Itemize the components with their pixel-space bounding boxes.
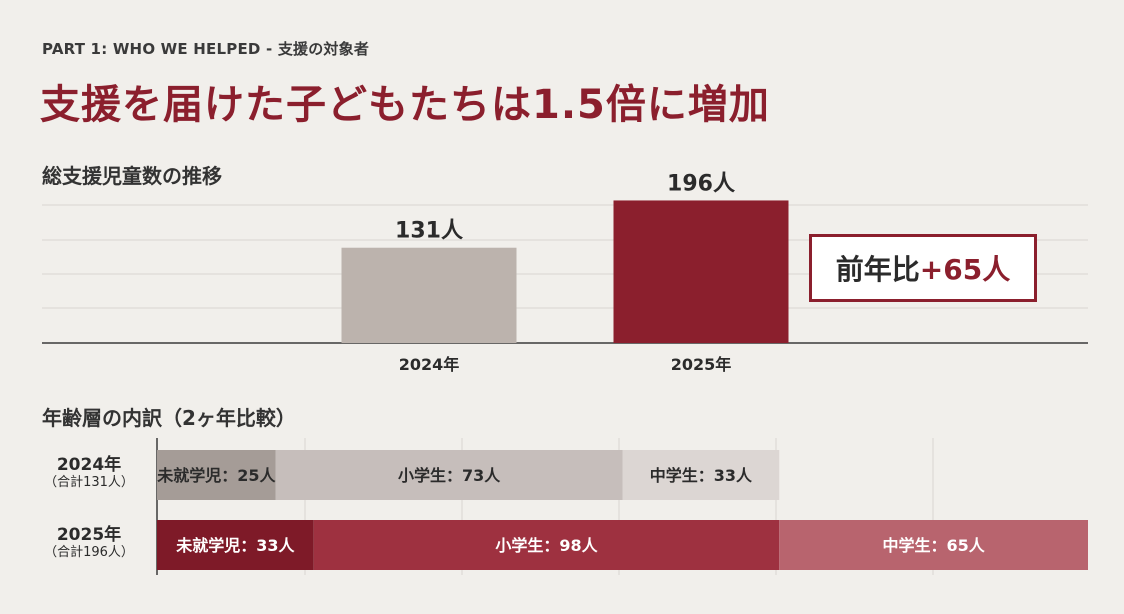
- row-label-2024: 2024年 （合計131人）: [30, 455, 148, 491]
- segment-label: 中学生：65人: [882, 536, 985, 555]
- x-tick-label: 2025年: [671, 355, 732, 374]
- row-label-year: 2024年: [56, 455, 122, 475]
- x-tick-label: 2024年: [399, 355, 460, 374]
- segment-label: 未就学児：33人: [175, 536, 295, 555]
- segment-中学生-2025年: [779, 520, 1088, 570]
- segment-label: 小学生：98人: [495, 536, 598, 555]
- segment-小学生-2024年: [275, 450, 623, 500]
- bar-value-label: 196人: [667, 171, 735, 196]
- row-label-total: （合計196人）: [44, 545, 134, 561]
- row-label-2025: 2025年 （合計196人）: [30, 525, 148, 561]
- row-label-year: 2025年: [56, 525, 122, 545]
- segment-中学生-2024年: [622, 450, 780, 500]
- page-title: 支援を届けた子どもたちは1.5倍に増加: [40, 82, 770, 128]
- yoy-badge: 前年比 +65人: [809, 234, 1037, 302]
- segment-小学生-2025年: [313, 520, 780, 570]
- yoy-prefix: 前年比: [835, 253, 920, 286]
- segment-未就学児-2024年: [157, 450, 276, 500]
- breakdown-chart-title: 年齢層の内訳（2ヶ年比較）: [42, 406, 296, 430]
- bar-2025年: [613, 200, 789, 343]
- segment-未就学児-2025年: [157, 520, 314, 570]
- yoy-value: +65人: [919, 253, 1011, 286]
- row-label-total: （合計131人）: [44, 475, 134, 491]
- bar-value-label: 131人: [395, 219, 463, 244]
- segment-label: 未就学児：25人: [156, 466, 276, 485]
- segment-label: 中学生：33人: [650, 466, 753, 485]
- bar-2024年: [341, 247, 517, 343]
- segment-label: 小学生：73人: [398, 466, 501, 485]
- total-chart-title: 総支援児童数の推移: [42, 164, 222, 188]
- section-kicker: PART 1: WHO WE HELPED - 支援の対象者: [42, 40, 370, 58]
